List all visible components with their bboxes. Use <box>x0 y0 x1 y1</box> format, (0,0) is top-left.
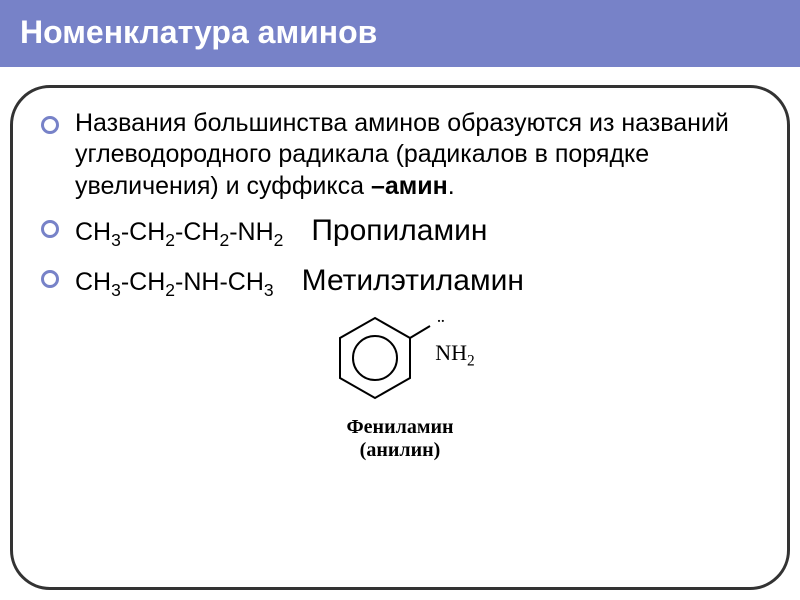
formula-methylethylamine: CH3-CH2-NH-CH3 <box>75 268 274 296</box>
intro-suffix: –амин <box>371 172 448 200</box>
f: 2 <box>274 230 284 250</box>
f: -CH <box>175 218 219 246</box>
structure-caption: Фениламин (анилин) <box>347 416 454 462</box>
bullet-formula-1: CH3-CH2-CH2-NH2Пропиламин <box>41 212 759 252</box>
content-frame: Названия большинства аминов образуются и… <box>10 85 790 590</box>
caption-line2: (анилин) <box>360 439 441 461</box>
formula-propylamine: CH3-CH2-CH2-NH2 <box>75 218 283 246</box>
nh2-sub: 2 <box>467 352 475 369</box>
f: -NH-CH <box>175 268 264 296</box>
intro-post: . <box>448 172 455 200</box>
f: -CH <box>121 268 165 296</box>
nh2-text: NH <box>435 340 467 365</box>
f: 2 <box>219 230 229 250</box>
aniline-structure: ¨NH2 Фениламин (анилин) <box>41 312 759 462</box>
f: 3 <box>264 280 274 300</box>
bullet-icon <box>41 220 59 238</box>
f: 3 <box>111 280 121 300</box>
f: CH <box>75 268 111 296</box>
slide: Номенклатура аминов Названия большинства… <box>0 0 800 600</box>
bullet-intro: Названия большинства аминов образуются и… <box>41 108 759 202</box>
bullet-icon <box>41 270 59 288</box>
benzene-ring-icon <box>325 312 435 412</box>
structure-row: ¨NH2 <box>325 312 474 412</box>
f: CH <box>75 218 111 246</box>
slide-title: Номенклатура аминов <box>20 14 377 50</box>
name-methylethylamine: Метилэтиламин <box>302 264 524 297</box>
f: 3 <box>111 230 121 250</box>
bullet-list: Названия большинства аминов образуются и… <box>41 108 759 302</box>
f: -CH <box>121 218 165 246</box>
f: 2 <box>165 230 175 250</box>
title-bar: Номенклатура аминов <box>0 0 800 67</box>
caption-line1: Фениламин <box>347 416 454 438</box>
bullet-formula-2: CH3-CH2-NH-CH3Метилэтиламин <box>41 262 759 302</box>
nh2-label: ¨NH2 <box>435 314 474 370</box>
f: 2 <box>165 280 175 300</box>
f: -NH <box>229 218 273 246</box>
name-propylamine: Пропиламин <box>311 214 487 247</box>
bullet-icon <box>41 116 59 134</box>
